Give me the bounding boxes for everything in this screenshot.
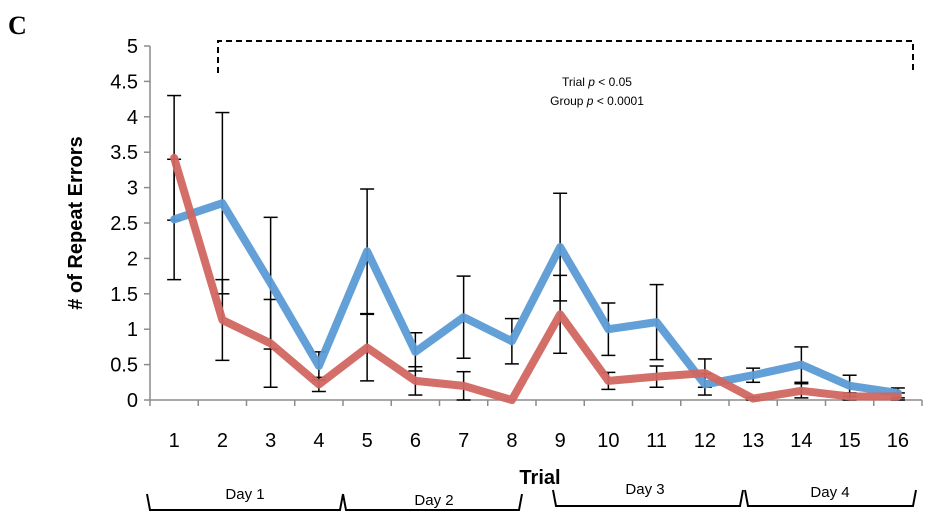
x-tick-label: 5 [362,430,373,452]
annotation-group: Group p < 0.0001 [550,94,644,108]
x-tick-label: 2 [217,430,228,452]
x-tick-label: 15 [839,430,861,452]
x-tick-label: 4 [313,430,324,452]
y-tick-label: 3 [127,178,138,200]
y-ticks: 0 0.5 1 1.5 2 2.5 3 3.5 4 4.5 5 [110,36,150,412]
x-tick-label: 1 [169,430,180,452]
y-tick-label: 2 [127,248,138,270]
x-tick-label: 12 [694,430,716,452]
y-tick-label: 0.5 [110,355,138,377]
y-axis-label: # of Repeat Errors [65,136,87,309]
x-tick-label: 9 [555,430,566,452]
y-tick-label: 1.5 [110,284,138,306]
series-2-line [170,153,902,404]
x-tick-label: 7 [458,430,469,452]
y-tick-label: 4 [127,107,138,129]
x-axis-label: Trial [519,467,560,489]
x-tick-label: 6 [410,430,421,452]
x-tick-label: 11 [646,430,667,452]
x-tick-label: 8 [506,430,517,452]
panel-label: C [8,11,27,40]
y-tick-label: 4.5 [110,71,138,93]
day-2-brace [342,493,523,511]
x-tick-label: 14 [790,430,812,452]
y-tick-label: 1 [127,319,138,341]
y-tick-label: 3.5 [110,142,138,164]
day-4-brace [744,489,917,507]
day-1-brace [146,493,344,511]
day-2-label: Day 2 [414,492,453,509]
series-layer [167,94,905,404]
significance-bracket [217,40,914,73]
day-3-label: Day 3 [625,481,664,498]
series-1-line [170,199,902,397]
x-tick-label: 13 [742,430,764,452]
x-tick-label: 10 [597,430,619,452]
y-tick-label: 2.5 [110,213,138,235]
day-3-brace [552,489,744,507]
day-1-label: Day 1 [225,486,264,503]
x-tick-label: 16 [887,430,909,452]
x-ticks: 1 2 3 4 5 6 7 8 9 10 11 12 13 14 15 16 [149,400,923,452]
annotation-trial: Trial p < 0.05 [562,75,632,89]
day-4-label: Day 4 [810,484,849,501]
y-tick-label: 5 [127,36,138,58]
x-tick-label: 3 [265,430,276,452]
y-tick-label: 0 [127,390,138,412]
